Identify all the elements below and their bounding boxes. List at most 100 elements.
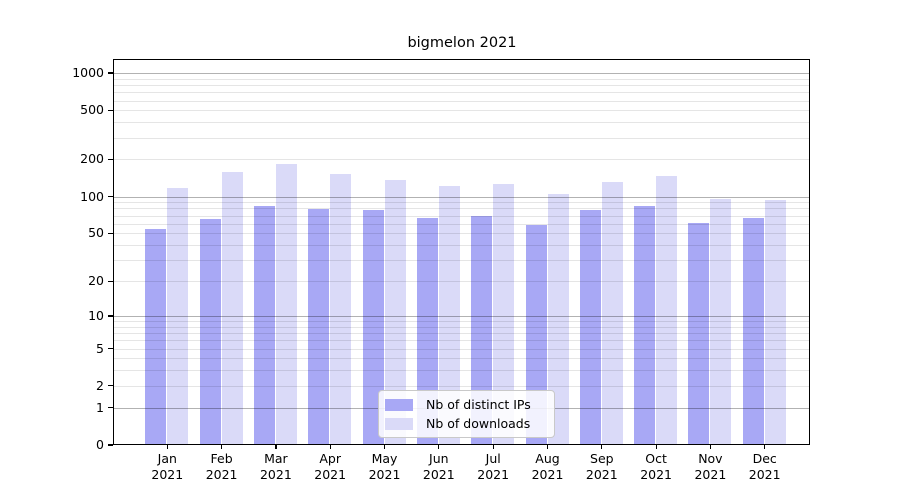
y-tick [108, 158, 113, 161]
bar-ips-may [362, 210, 384, 445]
x-tick [655, 445, 657, 449]
gridline-minor [114, 321, 809, 322]
legend: Nb of distinct IPs Nb of downloads [378, 390, 555, 438]
x-tick-label: May 2021 [368, 451, 401, 482]
y-tick [108, 444, 113, 446]
x-tick-label: Oct 2021 [640, 451, 672, 482]
gridline-minor [114, 333, 809, 334]
y-tick-label: 10 [88, 307, 104, 323]
gridline-minor [114, 348, 809, 350]
legend-item-distinct-ips: Nb of distinct IPs [385, 397, 546, 412]
gridline-minor [114, 202, 809, 204]
y-tick-label: 0 [96, 437, 104, 452]
bar-ips-jun [416, 217, 438, 445]
gridline-minor [114, 370, 809, 372]
y-tick [108, 407, 113, 409]
bar-downloads-apr [330, 173, 352, 445]
y-tick-label: 500 [80, 102, 104, 118]
x-tick [221, 445, 223, 449]
y-tick-label: 100 [80, 188, 104, 204]
x-tick [166, 445, 168, 449]
y-tick-label: 50 [88, 225, 104, 241]
y-tick [108, 315, 113, 317]
gridline-minor [114, 85, 809, 86]
gridline-minor [114, 208, 809, 210]
y-tick-label: 1 [96, 399, 104, 415]
y-tick [108, 385, 113, 387]
gridline-minor [114, 340, 809, 342]
bar-downloads-jul [493, 184, 515, 445]
legend-label-ips: Nb of distinct IPs [426, 397, 531, 412]
gridline-minor [114, 233, 809, 235]
bar-downloads-dec [764, 199, 786, 445]
x-tick [383, 445, 386, 449]
gridline-minor [114, 223, 809, 225]
legend-swatch-ips [385, 398, 413, 411]
bar-downloads-aug [547, 194, 569, 445]
bar-downloads-sep [601, 182, 623, 445]
gridline-minor [114, 281, 809, 283]
gridline-minor [114, 100, 809, 102]
gridline-minor [114, 245, 809, 246]
bar-downloads-may [384, 179, 406, 445]
legend-swatch-downloads [385, 417, 413, 430]
y-tick-label: 200 [80, 151, 104, 167]
gridline-minor [114, 385, 809, 387]
y-tick-label: 20 [88, 273, 104, 289]
bar-ips-oct [634, 205, 656, 445]
x-tick-label: Feb 2021 [205, 451, 238, 482]
bar-ips-nov [688, 222, 710, 445]
y-tick [108, 109, 113, 111]
gridline-minor [114, 137, 809, 139]
gridline-minor [114, 215, 809, 217]
x-tick-label: Aug 2021 [531, 451, 564, 482]
y-tick-label: 5 [96, 340, 104, 356]
x-tick-label: Jun 2021 [422, 451, 455, 482]
gridline-minor [114, 122, 809, 124]
y-tick [108, 232, 113, 234]
bar-ips-mar [253, 206, 275, 445]
gridline-minor [114, 260, 809, 262]
gridline-major [114, 73, 809, 74]
gridline-minor [114, 358, 809, 360]
gridline-minor [114, 326, 809, 328]
y-tick-label: 1000 [72, 65, 104, 80]
y-tick-label: 2 [96, 377, 104, 393]
x-tick-label: Dec 2021 [748, 451, 781, 482]
x-tick [275, 445, 277, 449]
x-tick-label: Apr 2021 [314, 451, 347, 482]
gridline-minor [114, 92, 809, 94]
bar-ips-jul [471, 215, 493, 445]
bar-downloads-jan [167, 188, 189, 445]
x-tick-label: Jul 2021 [477, 451, 510, 482]
x-tick [492, 445, 494, 449]
bar-ips-apr [308, 209, 330, 445]
bar-ips-jan [145, 229, 167, 445]
x-tick [601, 445, 603, 449]
bar-downloads-oct [656, 175, 678, 445]
y-tick [108, 347, 113, 350]
x-tick [764, 445, 766, 449]
chart-title: bigmelon 2021 [407, 35, 517, 51]
x-tick [709, 445, 712, 449]
legend-label-downloads: Nb of downloads [426, 416, 531, 431]
x-tick-label: Sep 2021 [585, 451, 618, 482]
bar-downloads-feb [221, 172, 243, 445]
bar-downloads-nov [710, 199, 732, 445]
y-tick [108, 280, 113, 282]
legend-item-downloads: Nb of downloads [385, 416, 546, 431]
bar-ips-dec [742, 217, 764, 445]
y-tick [108, 195, 113, 198]
x-tick [438, 445, 440, 449]
x-tick-label: Nov 2021 [694, 451, 727, 482]
gridline-minor [114, 159, 809, 161]
y-tick [108, 72, 113, 74]
gridline-major [114, 315, 809, 317]
x-tick-label: Jan 2021 [151, 451, 184, 482]
bar-downloads-mar [275, 163, 297, 445]
bar-ips-sep [579, 210, 601, 445]
bar-ips-feb [199, 218, 221, 445]
